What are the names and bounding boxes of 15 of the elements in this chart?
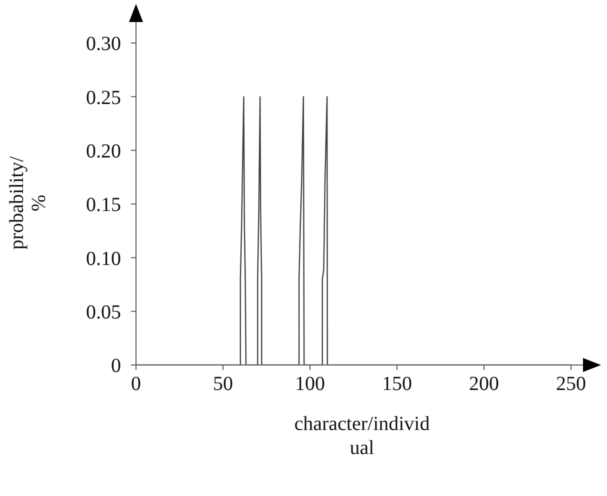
y-tick-label: 0.10 <box>86 248 121 270</box>
y-tick-label: 0 <box>111 355 121 378</box>
x-tick-label: 100 <box>295 373 325 396</box>
y-tick-label: 0.25 <box>86 86 121 109</box>
x-tick-label: 250 <box>556 373 586 396</box>
x-tick-label: 150 <box>382 373 412 396</box>
x-tick-label: 0 <box>131 373 141 396</box>
y-axis-title: probability/% <box>6 155 50 252</box>
y-tick-label: 0.05 <box>86 301 121 324</box>
x-tick-label: 200 <box>469 373 499 396</box>
y-tick-label: 0.30 <box>86 33 121 56</box>
x-axis-title: character/individual <box>293 412 431 460</box>
x-tick-label: 50 <box>213 373 233 396</box>
y-tick-label: 0.20 <box>86 140 121 162</box>
y-tick-label: 0.15 <box>86 194 121 216</box>
